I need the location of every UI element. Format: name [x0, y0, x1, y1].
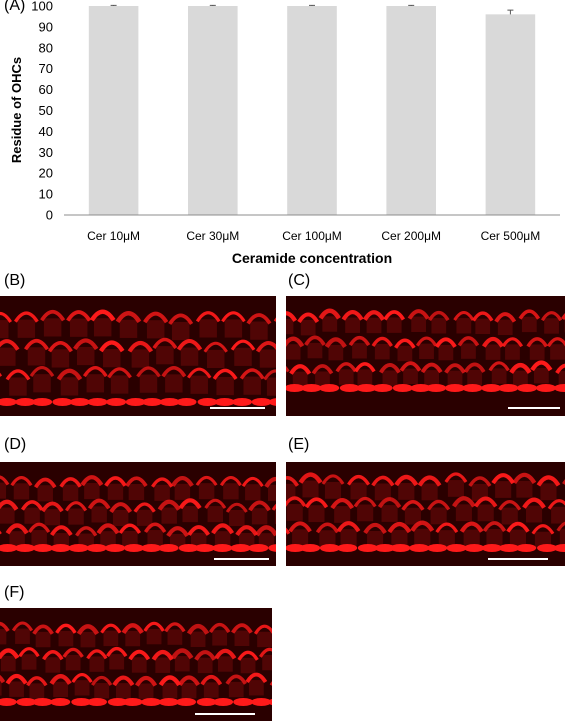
micrograph-e-image	[286, 462, 565, 566]
micrograph-c-image	[286, 296, 565, 416]
bar	[485, 14, 536, 215]
x-axis-label: Ceramide concentration	[232, 250, 392, 266]
error-bar	[408, 4, 415, 6]
micrograph-d	[0, 462, 276, 566]
x-tick-label: Cer 30μM	[186, 229, 239, 243]
micrograph-e	[286, 462, 565, 566]
x-tick-label: Cer 500μM	[481, 229, 541, 243]
y-tick-label: 30	[39, 145, 53, 160]
bar	[88, 6, 139, 215]
y-axis-ticks: 0 10 20 30 40 50 60 70 80 90 100	[31, 0, 53, 223]
error-bars	[110, 4, 514, 15]
error-bar	[110, 4, 117, 6]
y-tick-label: 100	[31, 0, 53, 14]
y-tick-label: 80	[39, 40, 53, 55]
bar-series	[88, 6, 536, 215]
error-bar	[309, 4, 315, 6]
y-tick-label: 90	[39, 19, 53, 34]
micrograph-f-image	[0, 608, 272, 721]
panel-label-f: (F)	[4, 584, 25, 601]
error-bar	[507, 9, 514, 15]
micrograph-f	[0, 608, 272, 721]
bar	[188, 6, 238, 215]
bar	[386, 6, 436, 215]
micrograph-c	[286, 296, 565, 416]
y-tick-label: 70	[39, 61, 53, 76]
x-axis-ticks: Cer 10μM Cer 30μM Cer 100μM Cer 200μM Cer 50…	[87, 229, 540, 243]
x-tick-label: Cer 200μM	[381, 229, 441, 243]
y-tick-label: 40	[39, 124, 53, 139]
x-tick-label: Cer 100μM	[282, 229, 342, 243]
x-tick-label: Cer 10μM	[87, 229, 140, 243]
panel-label-b: (B)	[4, 272, 26, 289]
y-axis-label: Residue of OHCs	[9, 57, 24, 163]
error-bar	[209, 4, 216, 6]
panel-label-d: (D)	[4, 436, 27, 453]
micrograph-d-image	[0, 462, 276, 566]
micrograph-b-image	[0, 296, 276, 416]
y-tick-label: 60	[39, 82, 53, 97]
y-tick-label: 20	[39, 166, 53, 181]
micrograph-b	[0, 296, 276, 416]
y-tick-label: 50	[39, 103, 53, 118]
panel-label-c: (C)	[288, 272, 311, 289]
y-tick-label: 10	[39, 187, 53, 202]
panel-label-a: (A)	[4, 0, 26, 14]
bar	[287, 6, 337, 215]
y-tick-label: 0	[46, 208, 53, 223]
panel-label-e: (E)	[288, 436, 310, 453]
